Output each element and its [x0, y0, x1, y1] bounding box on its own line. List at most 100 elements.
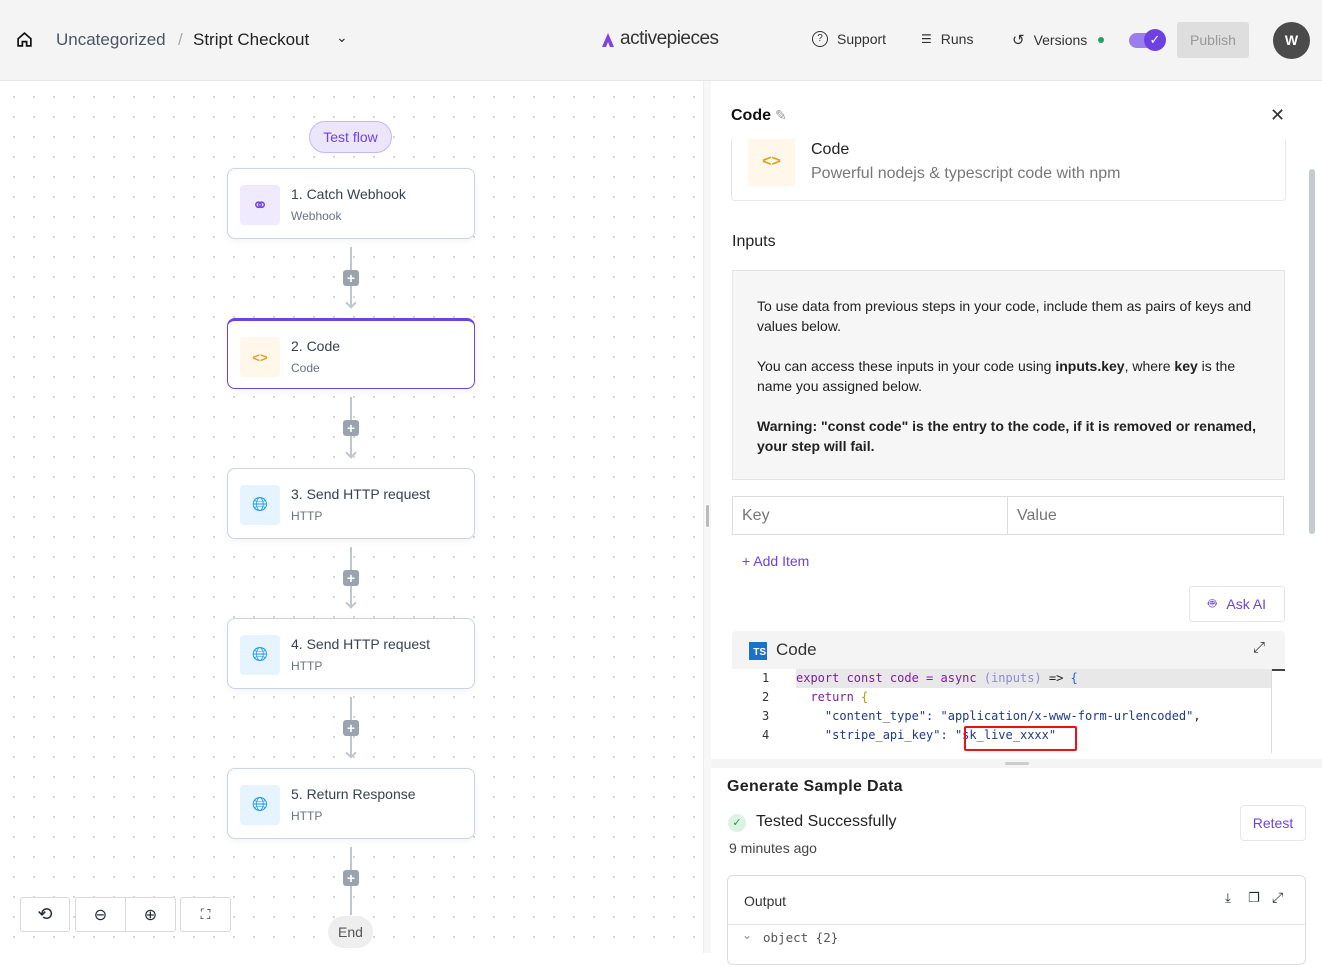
step-title: 3. Send HTTP request	[291, 486, 431, 502]
highlight-box	[964, 726, 1077, 751]
code-line[interactable]: "stripe_api_key": "sk_live_xxxx"	[796, 728, 1057, 742]
runs-label: Runs	[940, 31, 974, 47]
avatar[interactable]: W	[1273, 22, 1310, 59]
success-check-icon: ✓	[728, 814, 746, 832]
code-icon: <>	[240, 337, 280, 377]
panel-title: Code	[731, 107, 771, 124]
versions-button[interactable]: ↺ Versions	[1012, 31, 1105, 49]
history-icon: ↺	[1012, 32, 1025, 49]
collapse-chevron-icon[interactable]: ⌄	[742, 928, 753, 942]
reset-zoom-icon: ⟲	[37, 904, 53, 924]
versions-label: Versions	[1033, 32, 1088, 48]
test-time: 9 minutes ago	[729, 840, 817, 856]
chevron-down-icon[interactable]: ⌄	[336, 29, 348, 45]
editor-scrollbar[interactable]	[1272, 669, 1285, 671]
step-title: 4. Send HTTP request	[291, 636, 431, 652]
line-number: 4	[762, 728, 770, 742]
flow-step[interactable]: 🌐︎ 4. Send HTTP request HTTP	[227, 618, 475, 689]
typescript-icon: TS	[749, 642, 767, 660]
test-status: Tested Successfully	[756, 813, 897, 830]
output-box: Output ⤓ ❐ ⤢ ⌄ object {2}	[727, 875, 1306, 965]
code-editor[interactable]: TS Code ⤢ 1 export const code = async (in…	[732, 631, 1285, 753]
end-node: End	[328, 916, 373, 948]
edit-pencil-icon[interactable]: ✎	[775, 107, 787, 123]
step-subtitle: Webhook	[291, 209, 342, 223]
piece-name: Code	[811, 141, 850, 158]
webhook-icon: ⚭	[240, 185, 280, 225]
add-step-button[interactable]: +	[343, 270, 359, 286]
support-label: Support	[837, 31, 887, 47]
panel-scrollbar[interactable]	[1309, 169, 1315, 534]
runs-list-icon: ☰	[921, 32, 932, 46]
editor-title: Code	[776, 640, 817, 659]
step-title: 2. Code	[291, 338, 341, 354]
fit-view-button[interactable]: ⛶	[180, 897, 231, 932]
value-input[interactable]	[1007, 496, 1284, 535]
step-subtitle: HTTP	[291, 509, 323, 523]
step-subtitle: Code	[291, 361, 320, 375]
piece-description: Powerful nodejs & typescript code with n…	[811, 165, 1121, 182]
flow-step[interactable]: ⚭ 1. Catch Webhook Webhook	[227, 168, 475, 239]
output-label: Output	[744, 893, 787, 909]
line-number: 2	[762, 690, 770, 704]
flow-step[interactable]: <> 2. Code Code	[227, 318, 475, 389]
step-title: 1. Catch Webhook	[291, 186, 406, 202]
code-icon: <>	[748, 139, 795, 186]
ask-ai-label: Ask AI	[1226, 596, 1267, 612]
key-input[interactable]	[732, 496, 1008, 535]
sample-data-section: Generate Sample Data ✓ Tested Successful…	[711, 768, 1322, 965]
copy-icon[interactable]: ❐	[1248, 890, 1260, 905]
retest-button[interactable]: Retest	[1240, 805, 1306, 841]
reset-zoom-button[interactable]: ⟲	[20, 897, 70, 932]
sample-resizer[interactable]	[711, 759, 1322, 768]
info-paragraph-1: To use data from previous steps in your …	[757, 298, 1252, 334]
add-item-link[interactable]: + Add Item	[742, 553, 810, 569]
zoom-out-icon: ⊖	[93, 906, 108, 924]
step-title: 5. Return Response	[291, 786, 416, 802]
zoom-out-button[interactable]: ⊖	[75, 897, 126, 932]
ask-ai-button[interactable]: 🤖︎ Ask AI	[1189, 586, 1285, 622]
add-step-button[interactable]: +	[343, 570, 359, 586]
close-icon[interactable]: ✕	[1270, 105, 1286, 125]
info-warning: Warning: "const code" is the entry to th…	[757, 418, 1256, 454]
inputs-info-box: To use data from previous steps in your …	[732, 270, 1285, 480]
flow-step[interactable]: 🌐︎ 3. Send HTTP request HTTP	[227, 468, 475, 539]
code-line[interactable]: export const code = async (inputs) => {	[796, 671, 1078, 685]
piece-card: <> Code Powerful nodejs & typescript cod…	[731, 139, 1286, 201]
code-line[interactable]: "content_type": "application/x-www-form-…	[796, 709, 1201, 723]
publish-button[interactable]: Publish	[1177, 22, 1249, 58]
line-number: 3	[762, 709, 770, 723]
add-step-button[interactable]: +	[343, 870, 359, 886]
globe-icon: 🌐︎	[240, 635, 280, 675]
info-paragraph-2: You can access these inputs in your code…	[757, 358, 1236, 394]
status-dot	[1098, 37, 1105, 43]
code-line[interactable]: return {	[796, 690, 869, 704]
flow-enable-toggle[interactable]: ✓	[1129, 29, 1166, 51]
globe-icon: 🌐︎	[240, 785, 280, 825]
step-subtitle: HTTP	[291, 659, 323, 673]
robot-icon: 🤖︎	[1207, 595, 1217, 611]
home-icon[interactable]	[16, 31, 33, 48]
output-value: object {2}	[763, 930, 839, 945]
runs-button[interactable]: ☰ Runs	[921, 31, 973, 47]
download-icon[interactable]: ⤓	[1225, 890, 1231, 905]
line-number: 1	[762, 671, 770, 685]
sample-title: Generate Sample Data	[727, 778, 903, 795]
breadcrumb-folder[interactable]: Uncategorized	[56, 30, 166, 49]
add-step-button[interactable]: +	[343, 420, 359, 436]
top-bar: Uncategorized / Stript Checkout ⌄ active…	[0, 0, 1322, 81]
test-flow-button[interactable]: Test flow	[309, 121, 392, 153]
flow-step[interactable]: 🌐︎ 5. Return Response HTTP	[227, 768, 475, 839]
zoom-in-icon: ⊕	[143, 906, 158, 924]
zoom-in-button[interactable]: ⊕	[125, 897, 176, 932]
help-icon: ?	[812, 31, 828, 47]
add-step-button[interactable]: +	[343, 720, 359, 736]
logo-text: activepieces	[620, 28, 719, 49]
step-subtitle: HTTP	[291, 809, 323, 823]
expand-icon[interactable]: ⤢	[1253, 639, 1266, 656]
check-icon: ✓	[1144, 29, 1166, 51]
expand-output-icon[interactable]: ⤢	[1272, 889, 1284, 905]
panel-resizer[interactable]	[703, 81, 711, 953]
flow-name[interactable]: Stript Checkout	[193, 30, 310, 49]
support-button[interactable]: ? Support	[812, 31, 886, 47]
